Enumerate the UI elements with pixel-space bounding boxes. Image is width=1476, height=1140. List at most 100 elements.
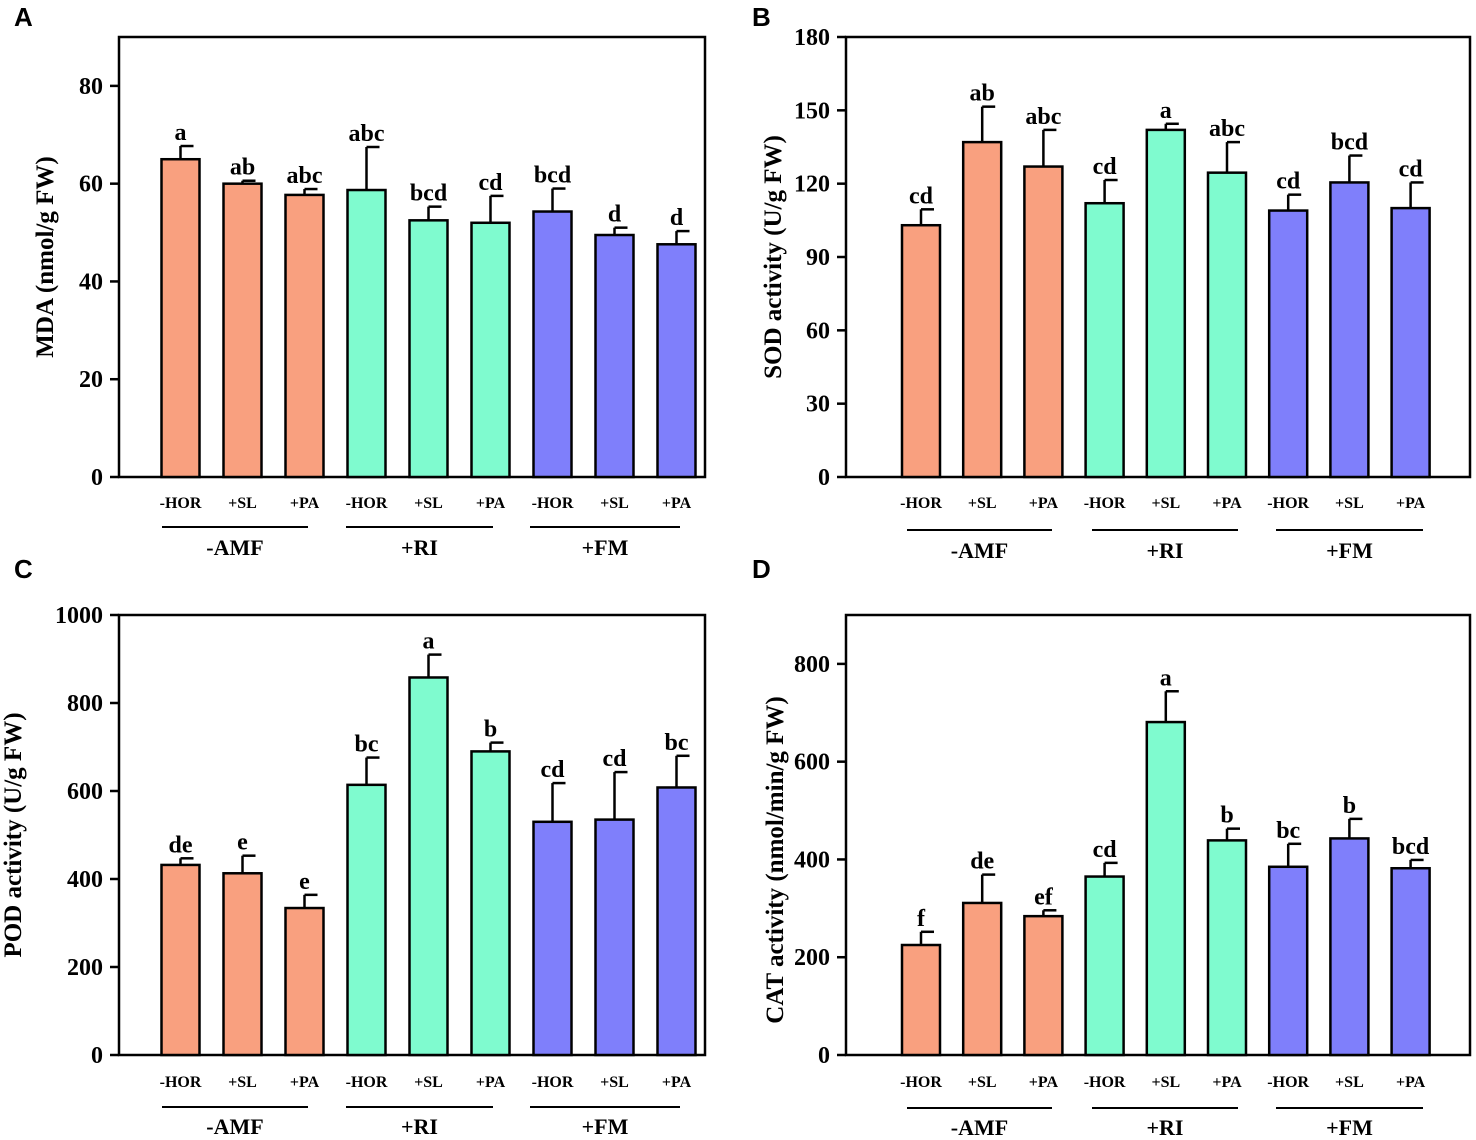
category-label: +SL xyxy=(1151,495,1180,512)
bar-fm-sl xyxy=(1329,181,1370,479)
significance-label: ab xyxy=(970,81,995,107)
panel-letter: C xyxy=(14,554,33,584)
significance-label: cd xyxy=(1093,837,1118,863)
category-label: +SL xyxy=(1335,1074,1364,1091)
panel-letter: A xyxy=(14,2,33,32)
category-label: -HOR xyxy=(346,495,388,512)
bar-fm-pa xyxy=(1390,206,1431,479)
bar-fm-hor xyxy=(532,210,573,479)
category-label: +PA xyxy=(476,495,506,512)
category-label: +PA xyxy=(1029,1074,1059,1091)
bar-amf-pa xyxy=(284,906,325,1057)
significance-label: abc xyxy=(1209,116,1245,142)
significance-label: b xyxy=(1220,803,1233,829)
category-label: -HOR xyxy=(346,1074,388,1091)
category-label: +PA xyxy=(290,1074,320,1091)
bar-fm-pa xyxy=(656,243,697,479)
significance-label: de xyxy=(169,832,193,858)
y-axis-title: CAT activity (nmol/min/g FW) xyxy=(762,696,789,1024)
category-label: -HOR xyxy=(1084,495,1126,512)
significance-label: a xyxy=(175,120,187,146)
bar-amf-hor xyxy=(900,943,942,1057)
significance-label: abc xyxy=(287,163,323,189)
category-label: +SL xyxy=(1335,495,1364,512)
bar-amf-pa xyxy=(284,193,325,479)
category-label: -HOR xyxy=(1084,1074,1126,1091)
bar-ri-hor xyxy=(346,783,387,1057)
bar-fm-sl xyxy=(594,233,635,479)
significance-label: ab xyxy=(230,155,255,181)
bar-amf-sl xyxy=(222,182,263,479)
y-tick-label: 0 xyxy=(91,1043,103,1069)
category-label: +PA xyxy=(662,1074,692,1091)
y-tick-label: 400 xyxy=(794,847,830,873)
y-tick-label: 150 xyxy=(794,98,830,124)
significance-label: b xyxy=(1343,793,1356,819)
y-tick-label: 120 xyxy=(794,172,830,198)
significance-label: bcd xyxy=(1331,130,1369,156)
panel-letter: B xyxy=(752,2,771,32)
category-label: +PA xyxy=(662,495,692,512)
significance-label: a xyxy=(1160,665,1172,691)
panel-c: C POD activity (U/g FW) 0 200 400 600 800 100… xyxy=(0,554,707,1139)
category-label: +PA xyxy=(1396,495,1426,512)
significance-label: bcd xyxy=(534,163,572,189)
significance-label: a xyxy=(1160,98,1172,124)
group-label: +RI xyxy=(401,1114,438,1139)
category-label: +SL xyxy=(600,495,629,512)
panel-letter: D xyxy=(752,554,771,584)
bar-amf-pa xyxy=(1023,914,1064,1057)
bar-fm-hor xyxy=(1267,209,1309,479)
significance-label: cd xyxy=(479,170,504,196)
significance-label: cd xyxy=(909,183,934,209)
y-tick-label: 800 xyxy=(67,691,103,717)
bar-fm-sl xyxy=(594,818,635,1057)
category-label: +SL xyxy=(414,495,443,512)
y-tick-label: 200 xyxy=(67,955,103,981)
significance-label: a xyxy=(423,629,435,655)
y-tick-label: 0 xyxy=(818,465,830,491)
category-label: -HOR xyxy=(1267,1074,1309,1091)
bar-ri-sl xyxy=(408,676,449,1057)
group-label: -AMF xyxy=(206,1114,263,1139)
y-tick-label: 200 xyxy=(794,945,830,971)
significance-label: cd xyxy=(1276,169,1301,195)
bar-ri-sl xyxy=(1145,720,1187,1057)
significance-label: f xyxy=(917,906,926,932)
group-label: +FM xyxy=(1326,538,1373,563)
bar-ri-hor xyxy=(1084,201,1125,479)
category-label: -HOR xyxy=(160,495,202,512)
bar-ri-hor xyxy=(346,188,387,479)
group-label: +RI xyxy=(1147,1115,1184,1140)
category-label: +SL xyxy=(228,495,257,512)
y-tick-label: 0 xyxy=(818,1043,830,1069)
group-label: +RI xyxy=(401,535,438,560)
y-tick-label: 1000 xyxy=(55,603,103,629)
significance-label: bc xyxy=(665,730,689,756)
category-label: +SL xyxy=(228,1074,257,1091)
category-label: +PA xyxy=(1396,1074,1426,1091)
bar-amf-hor xyxy=(900,223,942,479)
significance-label: e xyxy=(237,830,248,856)
bar-fm-hor xyxy=(532,820,573,1057)
bar-fm-hor xyxy=(1267,865,1309,1057)
panel-d: D CAT activity (nmol/min/g FW) 0 200 400 60… xyxy=(752,554,1472,1140)
y-tick-label: 600 xyxy=(794,750,830,776)
significance-label: b xyxy=(484,717,497,743)
y-tick-label: 180 xyxy=(794,25,830,51)
bar-fm-sl xyxy=(1329,837,1370,1057)
y-axis-title: POD activity (U/g FW) xyxy=(0,712,27,957)
significance-label: abc xyxy=(349,121,385,147)
y-tick-label: 40 xyxy=(79,269,103,295)
significance-label: d xyxy=(608,202,622,228)
category-label: -HOR xyxy=(160,1074,202,1091)
bar-ri-pa xyxy=(470,221,511,479)
group-label: +FM xyxy=(582,535,629,560)
bar-ri-pa xyxy=(470,750,511,1057)
y-tick-label: 60 xyxy=(806,318,830,344)
group-label: +FM xyxy=(1326,1115,1373,1140)
y-tick-label: 30 xyxy=(806,392,830,418)
group-label: +FM xyxy=(582,1114,629,1139)
significance-label: bc xyxy=(1276,818,1300,844)
